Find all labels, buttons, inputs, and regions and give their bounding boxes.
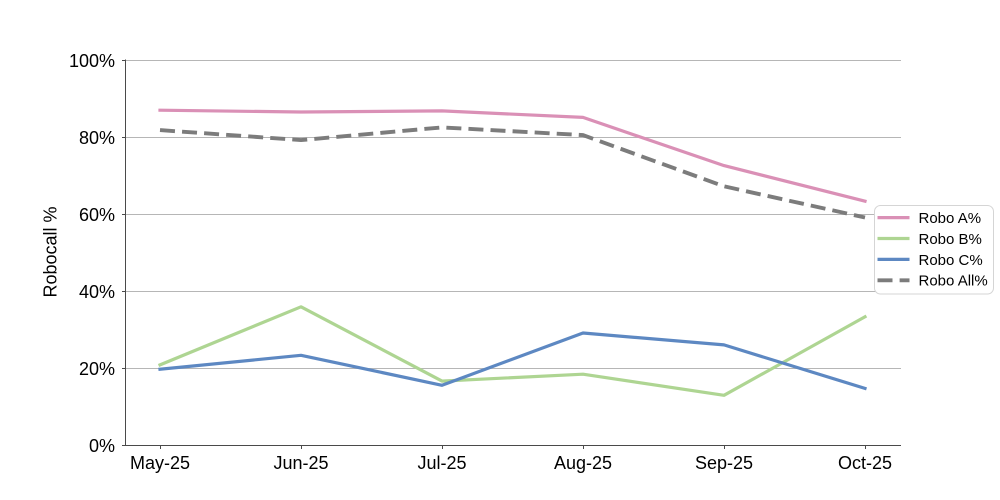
svg-text:Aug-25: Aug-25: [554, 453, 612, 473]
svg-text:Robo A%: Robo A%: [919, 210, 982, 227]
svg-text:Oct-25: Oct-25: [838, 453, 892, 473]
svg-text:Robo All%: Robo All%: [919, 273, 988, 290]
svg-text:May-25: May-25: [130, 453, 190, 473]
svg-text:80%: 80%: [79, 128, 115, 148]
svg-text:Robo B%: Robo B%: [919, 231, 982, 248]
svg-text:40%: 40%: [79, 282, 115, 302]
svg-text:0%: 0%: [89, 436, 115, 456]
svg-text:Robo C%: Robo C%: [919, 252, 983, 269]
svg-text:Jul-25: Jul-25: [417, 453, 466, 473]
svg-text:Sep-25: Sep-25: [695, 453, 753, 473]
svg-text:20%: 20%: [79, 359, 115, 379]
svg-text:100%: 100%: [69, 51, 115, 71]
svg-text:Robocall %: Robocall %: [40, 206, 60, 297]
svg-text:60%: 60%: [79, 205, 115, 225]
svg-text:Jun-25: Jun-25: [273, 453, 328, 473]
